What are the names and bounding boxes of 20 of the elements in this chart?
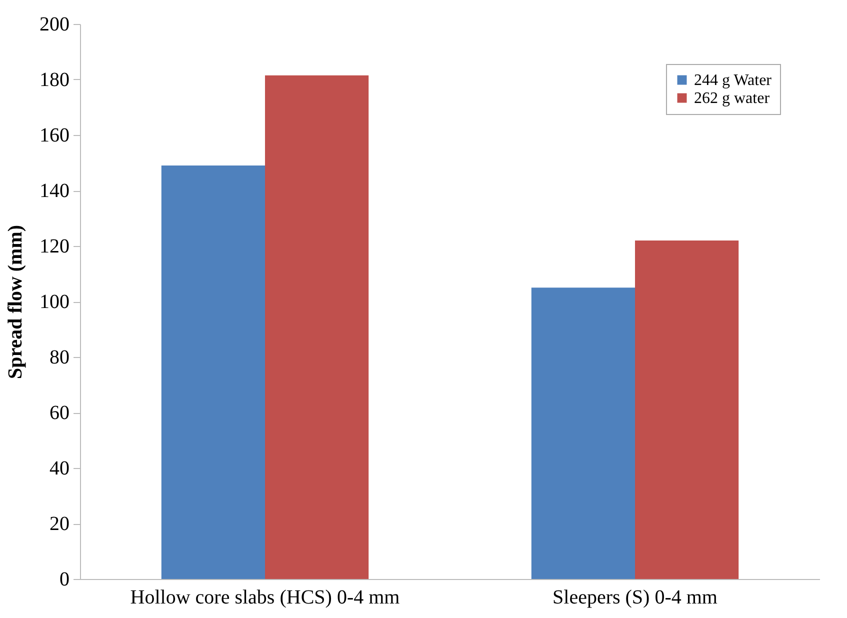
y-axis-title: Spread flow (mm) (4, 224, 26, 380)
y-tick-label: 0 (60, 568, 70, 590)
bar (265, 75, 369, 579)
bar (635, 240, 739, 579)
bar (531, 288, 635, 579)
bar (161, 166, 265, 579)
y-tick-label: 200 (40, 14, 70, 36)
legend-label: 244 g Water (694, 72, 772, 89)
y-tick-label: 60 (50, 402, 70, 424)
y-tick-label: 180 (40, 69, 70, 91)
y-tick-label: 100 (40, 291, 70, 313)
legend-label: 262 g water (694, 90, 770, 107)
y-tick-label: 140 (40, 180, 70, 202)
y-tick-label: 20 (50, 513, 70, 535)
x-tick-label: Sleepers (S) 0-4 mm (552, 586, 718, 608)
x-tick-label: Hollow core slabs (HCS) 0-4 mm (130, 586, 400, 608)
y-tick-label: 120 (40, 236, 70, 258)
y-tick-label: 80 (50, 346, 70, 368)
y-tick-label: 160 (40, 124, 70, 146)
y-tick-label: 40 (50, 458, 70, 480)
